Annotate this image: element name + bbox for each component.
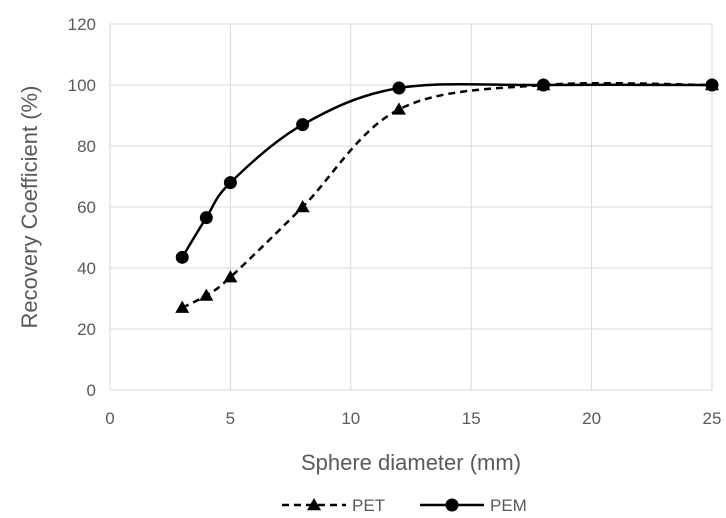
x-tick-label: 25 (703, 409, 722, 428)
x-tick-label: 5 (226, 409, 235, 428)
y-tick-label: 20 (77, 320, 96, 339)
legend: PET PEM (282, 496, 527, 515)
pem-point-marker (536, 78, 550, 92)
pem-point-marker (705, 78, 719, 92)
series-layer (175, 78, 719, 313)
series-pet (175, 78, 719, 313)
legend-item-pet: PET (282, 496, 385, 515)
legend-label-pet: PET (352, 496, 385, 515)
legend-item-pem: PEM (420, 496, 527, 515)
y-tick-label: 80 (77, 137, 96, 156)
legend-label-pem: PEM (490, 496, 527, 515)
pem-point-marker (199, 211, 213, 225)
pem-point-marker (175, 250, 189, 264)
pet-point-marker (199, 288, 214, 301)
y-tick-label: 60 (77, 198, 96, 217)
y-tick-label: 100 (68, 76, 96, 95)
pem-point-marker (392, 81, 406, 95)
grid-layer (109, 23, 713, 391)
y-tick-label: 0 (87, 381, 96, 400)
pet-point-marker (223, 270, 238, 283)
series-line-pem (181, 82, 713, 258)
series-pem (175, 78, 719, 264)
pet-point-marker (295, 200, 310, 213)
x-axis-title: Sphere diameter (mm) (301, 450, 521, 475)
pem-point-marker (223, 176, 237, 190)
tick-labels: 0 20 40 60 80 100 120 0 5 10 15 20 25 (68, 15, 722, 428)
y-tick-label: 40 (77, 259, 96, 278)
pet-point-marker (175, 300, 190, 313)
legend-swatch-marker (445, 498, 459, 512)
y-axis-title: Recovery Coefficient (%) (17, 86, 42, 329)
series-line-pet (181, 81, 713, 309)
x-tick-label: 20 (582, 409, 601, 428)
x-tick-label: 0 (105, 409, 114, 428)
x-tick-label: 15 (462, 409, 481, 428)
y-tick-label: 120 (68, 15, 96, 34)
pet-point-marker (391, 102, 406, 115)
x-tick-label: 10 (341, 409, 360, 428)
pem-point-marker (296, 118, 310, 132)
legend-swatch-marker (307, 498, 321, 511)
